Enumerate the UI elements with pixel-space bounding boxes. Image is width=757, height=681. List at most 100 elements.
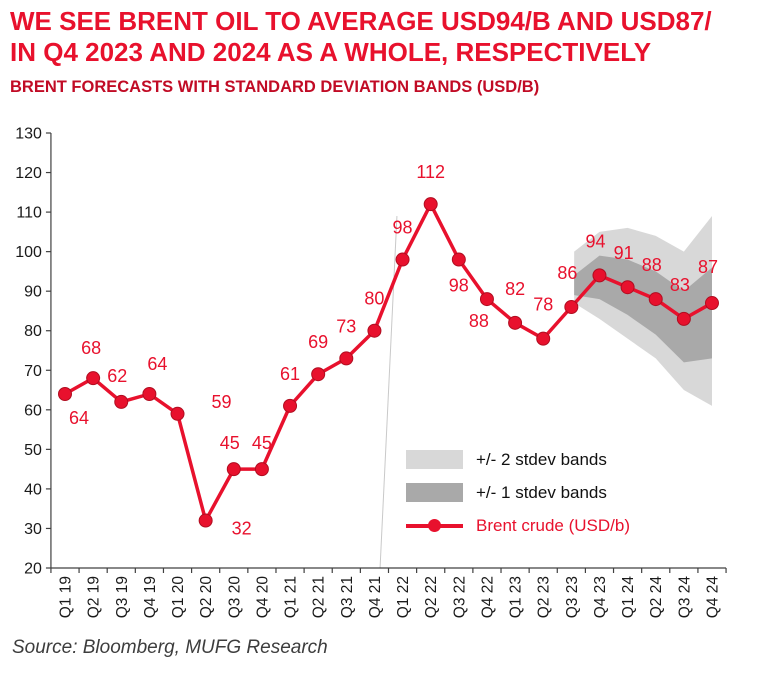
legend-label-1-stdev: +/- 1 stdev bands — [476, 482, 607, 502]
stdev-1-band — [574, 255, 712, 363]
x-tick-label: Q2 21 — [311, 576, 328, 618]
x-tick-label: Q2 19 — [86, 576, 103, 618]
legend: +/- 2 stdev bands +/- 1 stdev bands Bren… — [406, 449, 630, 548]
data-point-label: 82 — [505, 279, 525, 299]
data-point-marker — [592, 268, 607, 283]
y-tick-label: 20 — [24, 561, 42, 578]
x-tick-label: Q2 23 — [536, 576, 553, 618]
line-sample-dot — [428, 519, 441, 533]
data-point-marker — [114, 395, 129, 410]
data-point-label: 45 — [220, 434, 240, 454]
data-point-marker — [676, 312, 691, 327]
x-tick-label: Q1 24 — [620, 576, 637, 619]
data-point-label: 32 — [232, 519, 252, 539]
data-point-marker — [395, 252, 410, 267]
x-tick-label: Q1 20 — [170, 576, 187, 619]
y-tick-label: 80 — [24, 324, 42, 341]
title-line-1: WE SEE BRENT OIL TO AVERAGE USD94/B AND … — [10, 6, 712, 36]
data-point-label: 88 — [642, 255, 662, 275]
x-tick-label: Q3 23 — [564, 576, 581, 618]
x-tick-label: Q3 19 — [114, 576, 131, 618]
title-line-2: IN Q4 2023 AND 2024 AS A WHOLE, RESPECTI… — [10, 37, 652, 68]
data-point-label: 98 — [393, 218, 413, 238]
data-point-label: 62 — [107, 366, 127, 386]
data-point-label: 83 — [670, 275, 690, 295]
data-point-label: 68 — [81, 339, 101, 359]
data-point-marker — [704, 296, 719, 311]
data-point-label: 87 — [698, 257, 718, 277]
data-point-label: 98 — [449, 276, 469, 296]
forecast-divider-line — [379, 216, 398, 569]
data-point-label: 91 — [614, 244, 634, 264]
y-tick-label: 50 — [24, 442, 42, 459]
data-point-label: 94 — [585, 232, 605, 252]
x-tick-label: Q4 23 — [592, 576, 609, 618]
x-tick-label: Q2 20 — [198, 576, 215, 619]
legend-item-1-stdev: +/- 1 stdev bands — [406, 482, 630, 503]
x-tick-label: Q4 24 — [704, 576, 721, 619]
data-point-label: 73 — [336, 317, 356, 337]
data-point-label: 61 — [280, 364, 300, 384]
data-point-label: 86 — [557, 263, 577, 283]
data-point-marker — [479, 292, 494, 307]
data-point-marker — [311, 367, 326, 382]
legend-item-brent-crude: Brent crude (USD/b) — [406, 515, 630, 536]
y-tick-label: 100 — [15, 245, 42, 262]
data-point-marker — [254, 462, 269, 477]
x-tick-label: Q4 21 — [367, 576, 384, 618]
data-point-marker — [198, 513, 213, 528]
x-tick-label: Q2 22 — [423, 576, 440, 618]
data-point-marker — [226, 462, 241, 477]
x-tick-label: Q4 22 — [479, 576, 496, 618]
data-point-marker — [648, 292, 663, 307]
data-point-marker — [86, 371, 101, 386]
brent-line-swatch-icon — [406, 516, 463, 535]
legend-label-brent-crude: Brent crude (USD/b) — [476, 515, 630, 535]
data-point-marker — [508, 316, 523, 331]
chart-area: 20 30 40 50 60 70 80 90 100 110 120 130 Q1 19 Q2 19 Q3… — [0, 119, 757, 627]
brent-chart-svg: 20 30 40 50 60 70 80 90 100 110 120 130 Q1 19 Q2 19 Q3… — [15, 126, 727, 619]
x-tick-label: Q1 23 — [508, 576, 525, 618]
data-point-marker — [339, 351, 354, 366]
chart-subtitle: BRENT FORECASTS WITH STANDARD DEVIATION … — [10, 78, 540, 97]
x-tick-label: Q1 21 — [283, 576, 300, 618]
data-point-label: 78 — [533, 295, 553, 315]
data-point-marker — [451, 252, 466, 267]
x-tick-label: Q3 20 — [226, 576, 243, 619]
x-tick-label: Q3 24 — [676, 576, 693, 619]
data-point-label: 64 — [147, 354, 167, 374]
data-point-marker — [170, 407, 185, 422]
data-point-label: 64 — [69, 408, 89, 428]
data-point-label: 88 — [469, 311, 489, 331]
data-point-marker — [536, 332, 551, 347]
y-tick-label: 110 — [16, 205, 42, 222]
data-point-marker — [367, 324, 382, 339]
data-point-marker — [620, 280, 635, 295]
x-tick-label: Q1 19 — [58, 576, 75, 618]
data-point-label: 45 — [252, 434, 272, 454]
data-point-label: 69 — [308, 333, 328, 353]
band-1stdev-swatch-icon — [406, 483, 463, 503]
x-tick-label: Q3 22 — [451, 576, 468, 618]
header: WE SEE BRENT OIL TO AVERAGE USD94/B AND … — [0, 0, 757, 97]
data-point-marker — [58, 387, 72, 402]
y-tick-label: 130 — [15, 126, 42, 143]
y-tick-label: 40 — [24, 482, 42, 499]
data-point-marker — [283, 399, 298, 414]
data-point-marker — [564, 300, 579, 315]
y-tick-label: 60 — [24, 403, 42, 420]
data-point-marker — [142, 387, 157, 402]
y-tick-label: 90 — [24, 284, 42, 301]
data-point-label: 112 — [416, 163, 445, 183]
y-tick-label: 30 — [24, 521, 42, 538]
band-2stdev-swatch-icon — [406, 450, 463, 470]
y-tick-label: 120 — [15, 165, 42, 182]
data-point-label: 80 — [364, 289, 384, 309]
report-page: WE SEE BRENT OIL TO AVERAGE USD94/B AND … — [0, 0, 757, 658]
x-tick-label: Q3 21 — [339, 576, 356, 618]
data-point-label: 59 — [212, 392, 232, 412]
x-tick-label: Q1 22 — [395, 576, 412, 618]
x-tick-label: Q4 20 — [254, 576, 271, 619]
y-tick-label: 70 — [24, 363, 42, 380]
data-point-marker — [423, 197, 438, 212]
